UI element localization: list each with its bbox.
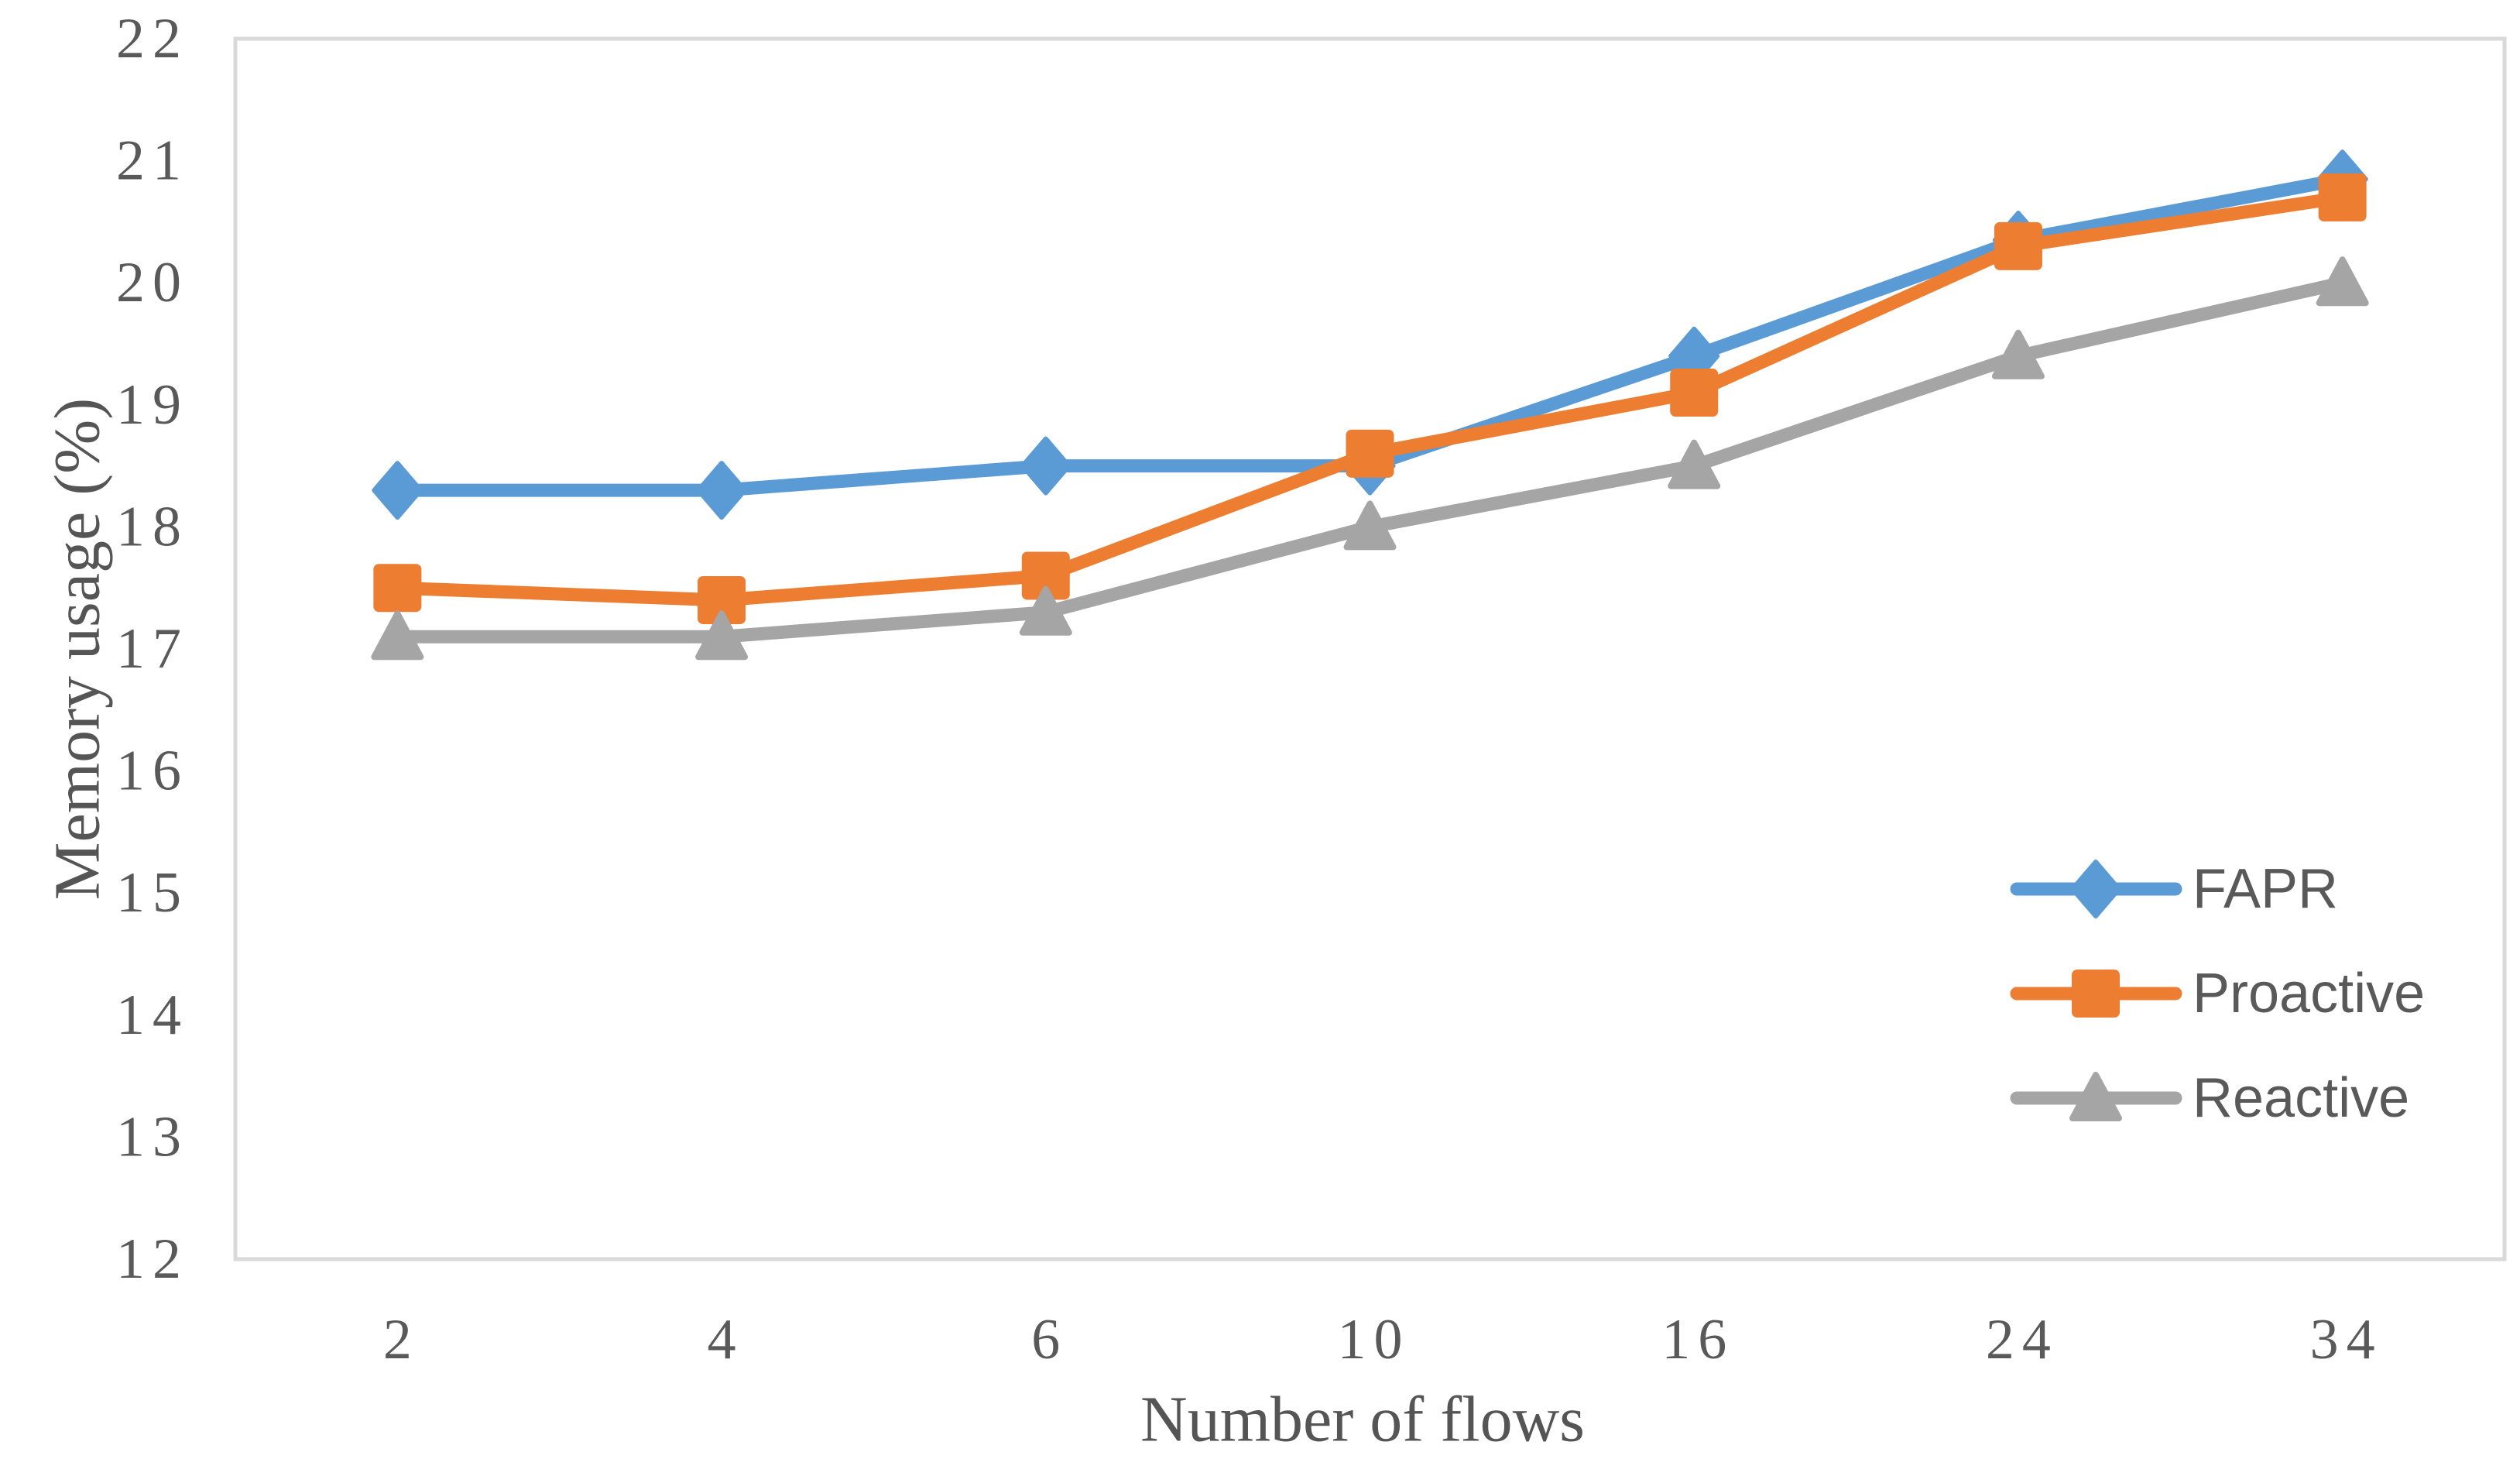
plot-area xyxy=(233,36,2507,1261)
x-axis-title: Number of flows xyxy=(1140,1384,1585,1456)
marker-square-proactive xyxy=(1994,221,2042,270)
y-tick-label: 20 xyxy=(116,251,189,314)
x-axis-ticks: 2 4 6 10 16 24 34 xyxy=(383,1308,2383,1371)
marker-square-proactive xyxy=(1021,551,1070,600)
marker-square-proactive xyxy=(1346,429,1394,478)
x-tick-label: 24 xyxy=(1986,1308,2059,1371)
y-tick-label: 15 xyxy=(116,861,189,925)
y-tick-label: 13 xyxy=(116,1105,189,1169)
marker-diamond-fapr xyxy=(696,461,748,520)
y-tick-label: 14 xyxy=(116,983,189,1047)
marker-diamond-legend-fapr xyxy=(2070,860,2121,918)
legend-item-reactive: Reactive xyxy=(2010,1067,2409,1129)
marker-triangle-reactive xyxy=(1668,439,1721,489)
y-tick-label: 21 xyxy=(116,129,189,193)
marker-square-proactive xyxy=(1670,369,1719,417)
marker-triangle-reactive xyxy=(1991,329,2045,379)
legend: FAPR Proactive Reactive xyxy=(2010,858,2425,1129)
legend-item-fapr: FAPR xyxy=(2010,858,2338,920)
x-tick-label: 6 xyxy=(1031,1308,1068,1371)
marker-square-legend-proactive xyxy=(2072,970,2120,1018)
x-tick-label: 16 xyxy=(1661,1308,1734,1371)
marker-square-proactive xyxy=(373,564,422,613)
marker-triangle-reactive xyxy=(371,610,424,661)
y-tick-label: 16 xyxy=(116,740,189,803)
marker-triangle-reactive xyxy=(2316,256,2369,307)
y-tick-label: 19 xyxy=(116,373,189,437)
marker-square-proactive xyxy=(2318,173,2367,221)
y-tick-label: 17 xyxy=(116,617,189,681)
marker-triangle-reactive xyxy=(1343,500,1397,551)
legend-item-proactive: Proactive xyxy=(2010,963,2425,1025)
x-tick-label: 34 xyxy=(2310,1308,2383,1371)
x-tick-label: 10 xyxy=(1338,1308,1411,1371)
y-tick-label: 22 xyxy=(116,7,189,70)
marker-triangle-reactive xyxy=(1019,585,1072,636)
series-proactive xyxy=(373,173,2367,624)
marker-triangle-legend-reactive xyxy=(2069,1072,2122,1121)
y-tick-label: 12 xyxy=(116,1227,189,1291)
marker-square-proactive xyxy=(698,575,746,624)
series-reactive xyxy=(371,256,2369,661)
marker-diamond-fapr xyxy=(372,461,423,520)
x-tick-label: 4 xyxy=(708,1308,744,1371)
marker-triangle-reactive xyxy=(695,610,749,661)
y-tick-label: 18 xyxy=(116,495,189,558)
legend-label-fapr: FAPR xyxy=(2193,858,2338,920)
y-axis-title: Memory usage (%) xyxy=(42,398,114,900)
legend-label-reactive: Reactive xyxy=(2193,1067,2409,1129)
y-axis-ticks: 12 13 14 15 16 17 18 19 20 21 22 xyxy=(116,7,189,1291)
legend-label-proactive: Proactive xyxy=(2193,963,2425,1025)
marker-diamond-fapr xyxy=(1020,436,1071,496)
x-tick-label: 2 xyxy=(383,1308,420,1371)
